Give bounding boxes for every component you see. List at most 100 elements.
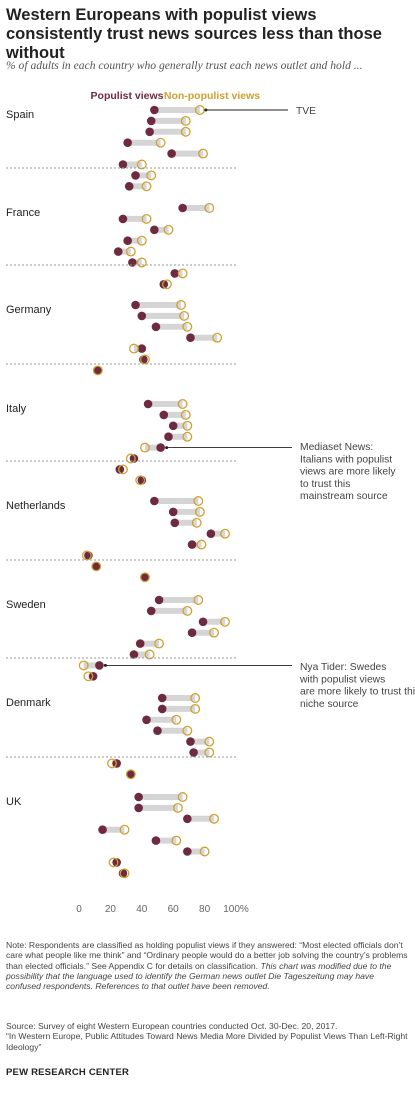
non-populist-dot [128, 343, 139, 354]
annotation-text: Nya Tider: Swedes [300, 662, 386, 673]
populist-dot [131, 171, 140, 180]
non-populist-dot [193, 496, 204, 506]
non-populist-dot [118, 464, 128, 475]
non-populist-dot [136, 257, 147, 268]
populist-dot [129, 650, 139, 659]
non-populist-dot [182, 420, 193, 431]
country-label: Netherlands [6, 500, 66, 512]
note-text: Note: Respondents are classified as hold… [6, 940, 408, 971]
populist-dot [198, 617, 208, 627]
annotation-text: niche source [300, 699, 359, 710]
annotation-text: Italians with populist [300, 454, 392, 465]
non-populist-dot [141, 213, 152, 224]
populist-dot [168, 421, 178, 431]
populist-dot [126, 770, 136, 779]
country-label: Denmark [6, 697, 51, 709]
non-populist-dot [108, 857, 119, 868]
non-populist-dot [78, 660, 89, 671]
populist-dot [150, 105, 159, 115]
non-populist-dot [194, 506, 205, 517]
populist-dot [113, 247, 123, 256]
non-populist-dot [191, 517, 202, 528]
non-populist-dot [135, 475, 146, 486]
report-title-line: “In Western Europe, Public Attitudes Tow… [6, 1031, 408, 1052]
non-populist-dot [119, 824, 130, 835]
populist-dot [183, 814, 192, 824]
populist-dot [135, 639, 145, 648]
country-label: UK [6, 796, 22, 808]
populist-dot [186, 737, 195, 746]
annotation-text: TVE [296, 106, 316, 117]
populist-dot [159, 410, 169, 420]
populist-dot [118, 214, 128, 224]
populist-dot [153, 726, 162, 735]
non-populist-dot [180, 115, 191, 126]
populist-dot [151, 322, 161, 332]
dot-plot-chart: Populist views Non-populist views Spain Fra… [6, 90, 415, 915]
populist-dot [137, 344, 147, 353]
x-tick-label: 80 [199, 904, 211, 915]
annotation-text: mainstream source [300, 491, 388, 502]
populist-dot [124, 182, 134, 191]
non-populist-dot [193, 595, 204, 605]
non-populist-dot [204, 203, 215, 213]
populist-dot [157, 704, 167, 714]
non-populist-dot [182, 605, 193, 616]
annotation-text: views are more likely [300, 467, 396, 478]
non-populist-dot [182, 431, 193, 442]
non-populist-dot [139, 572, 150, 583]
source-line: Source: Survey of eight Western European… [6, 1021, 338, 1031]
populist-dot [145, 127, 154, 137]
populist-dot [159, 280, 169, 289]
populist-dot [123, 236, 132, 245]
non-populist-dot [220, 616, 230, 627]
annotation-text: with populist views [299, 674, 385, 685]
populist-dot [146, 116, 156, 126]
x-tick-label: 40 [136, 904, 148, 915]
non-populist-dot [182, 725, 193, 736]
populist-dot [95, 661, 104, 670]
annotation-text: Mediaset News: [300, 442, 373, 453]
x-tick-label: 60 [168, 904, 180, 915]
populist-dot [150, 225, 159, 235]
non-populist-dot [154, 638, 165, 649]
populist-dot [91, 562, 101, 571]
non-populist-dot [141, 181, 152, 192]
non-populist-dot [139, 442, 150, 453]
non-populist-dot [107, 758, 117, 769]
populist-dot [151, 836, 161, 845]
populist-dot [187, 540, 197, 549]
non-populist-dot [176, 300, 187, 310]
populist-dot [187, 628, 197, 637]
populist-dot [137, 311, 147, 321]
non-populist-dot [172, 802, 183, 813]
note-italic-text: This chart was modified due to the possi… [6, 960, 392, 992]
non-populist-dot [190, 693, 201, 703]
non-populist-dot [136, 235, 147, 246]
non-populist-dot [171, 714, 182, 725]
chart-subtitle: % of adults in each country who generall… [6, 59, 363, 72]
non-populist-dot [199, 846, 210, 857]
populist-dot [170, 518, 180, 528]
populist-dot [142, 715, 151, 725]
populist-dot [206, 529, 216, 538]
populist-dot [156, 443, 165, 452]
annotation-text: are more likely to trust this [300, 687, 415, 698]
country-label: Italy [6, 403, 27, 415]
non-populist-dot [180, 409, 191, 420]
populist-dot [98, 825, 107, 834]
non-populist-dot [180, 126, 191, 137]
country-label: Germany [6, 304, 52, 316]
non-populist-dot [209, 627, 219, 638]
country-label: Spain [6, 109, 34, 121]
populist-dot [157, 693, 167, 703]
x-tick-label: 20 [105, 904, 117, 915]
non-populist-dot [125, 246, 136, 257]
non-populist-dot [179, 310, 190, 321]
populist-dot [178, 203, 187, 213]
non-populist-dot [83, 671, 94, 682]
pew-research-center-footer: PEW RESEARCH CENTER [6, 1067, 130, 1078]
populist-dot [112, 858, 121, 867]
non-populist-dot [92, 365, 103, 376]
populist-dot [131, 300, 140, 310]
